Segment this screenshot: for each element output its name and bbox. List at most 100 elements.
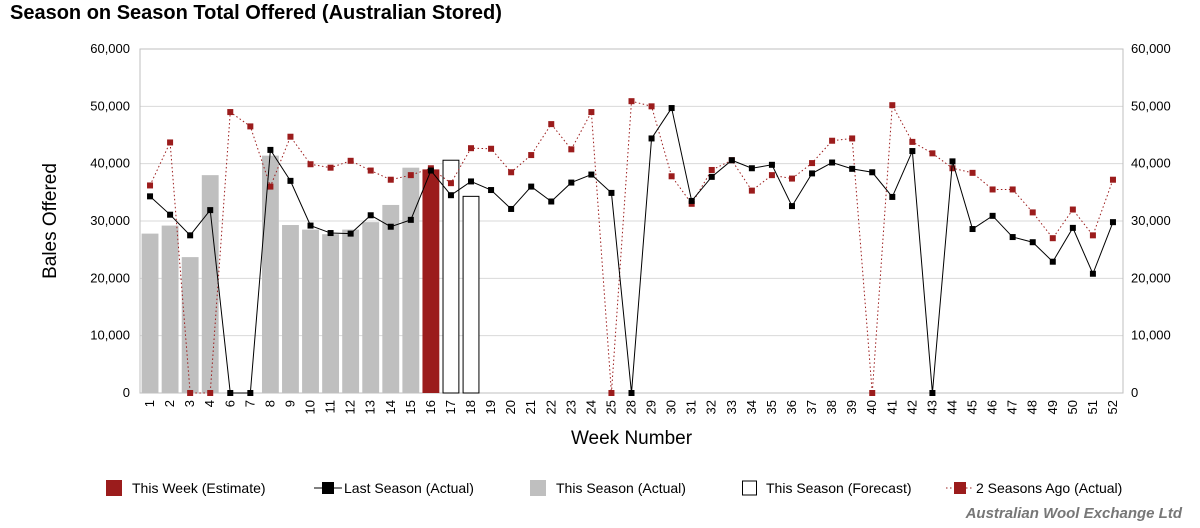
x-tick-label: 18 bbox=[463, 400, 478, 414]
point-last-season bbox=[648, 135, 655, 142]
y-tick-label-right: 20,000 bbox=[1131, 270, 1171, 285]
y-tick-label-left: 0 bbox=[123, 385, 130, 400]
point-two-seasons-ago bbox=[809, 160, 816, 167]
point-two-seasons-ago bbox=[949, 165, 956, 172]
x-tick-label: 36 bbox=[784, 400, 799, 414]
x-tick-label: 33 bbox=[724, 400, 739, 414]
point-last-season bbox=[989, 212, 996, 219]
legend-marker bbox=[322, 482, 334, 494]
bar-this-season bbox=[342, 229, 360, 393]
bar-this-season bbox=[322, 234, 340, 393]
point-two-seasons-ago bbox=[648, 103, 655, 110]
point-two-seasons-ago bbox=[187, 390, 194, 396]
point-two-seasons-ago bbox=[447, 180, 454, 187]
x-tick-label: 10 bbox=[303, 400, 318, 414]
bar-this-season bbox=[282, 225, 299, 393]
point-last-season bbox=[728, 157, 735, 164]
point-last-season bbox=[608, 189, 615, 196]
y-tick-label-left: 60,000 bbox=[90, 41, 130, 56]
point-two-seasons-ago bbox=[287, 133, 294, 140]
x-tick-label: 11 bbox=[323, 400, 338, 414]
x-tick-label: 37 bbox=[804, 400, 819, 414]
point-last-season bbox=[347, 230, 354, 237]
point-two-seasons-ago bbox=[468, 145, 475, 152]
point-two-seasons-ago bbox=[508, 169, 515, 176]
point-two-seasons-ago bbox=[909, 138, 916, 145]
point-last-season bbox=[287, 177, 294, 184]
legend-label: Last Season (Actual) bbox=[344, 480, 474, 496]
x-tick-label: 41 bbox=[884, 400, 899, 414]
point-two-seasons-ago bbox=[708, 166, 715, 173]
x-tick-label: 19 bbox=[483, 400, 498, 414]
point-last-season bbox=[468, 178, 475, 185]
point-two-seasons-ago bbox=[488, 145, 495, 152]
x-tick-label: 32 bbox=[704, 400, 719, 414]
bar-this-season bbox=[382, 204, 400, 393]
point-last-season bbox=[528, 183, 535, 190]
x-tick-label: 44 bbox=[944, 400, 959, 414]
x-tick-label: 20 bbox=[503, 400, 518, 414]
point-last-season bbox=[568, 179, 575, 186]
point-two-seasons-ago bbox=[1089, 232, 1096, 239]
point-last-season bbox=[969, 226, 976, 233]
point-last-season bbox=[427, 167, 434, 174]
y-tick-label-left: 40,000 bbox=[90, 156, 130, 171]
x-tick-label: 17 bbox=[443, 400, 458, 414]
bar-forecast bbox=[462, 195, 480, 394]
bar-this-season bbox=[261, 155, 279, 393]
x-tick-label: 52 bbox=[1105, 400, 1120, 414]
x-tick-label: 28 bbox=[624, 400, 639, 414]
x-tick-label: 4 bbox=[202, 400, 217, 407]
point-two-seasons-ago bbox=[829, 137, 836, 144]
x-tick-label: 38 bbox=[824, 400, 839, 414]
legend-swatch bbox=[742, 480, 757, 496]
x-tick-label: 42 bbox=[904, 400, 919, 414]
point-two-seasons-ago bbox=[748, 187, 755, 194]
y-tick-label-left: 30,000 bbox=[90, 213, 130, 228]
bar-forecast bbox=[442, 159, 460, 394]
point-two-seasons-ago bbox=[989, 186, 996, 193]
x-tick-label: 13 bbox=[363, 400, 378, 414]
point-two-seasons-ago bbox=[568, 146, 575, 153]
x-tick-label: 51 bbox=[1085, 400, 1100, 414]
point-two-seasons-ago bbox=[528, 152, 535, 159]
point-last-season bbox=[1009, 234, 1016, 241]
x-tick-label: 29 bbox=[644, 400, 659, 414]
x-tick-label: 35 bbox=[764, 400, 779, 414]
y-tick-label-right: 10,000 bbox=[1131, 328, 1171, 343]
point-last-season bbox=[1109, 219, 1116, 226]
point-last-season bbox=[488, 187, 495, 194]
point-last-season bbox=[407, 216, 414, 223]
point-two-seasons-ago bbox=[247, 123, 254, 130]
x-tick-label: 21 bbox=[523, 400, 538, 414]
point-two-seasons-ago bbox=[889, 102, 896, 109]
x-tick-label: 40 bbox=[864, 400, 879, 414]
x-axis-title: Week Number bbox=[571, 428, 693, 449]
point-two-seasons-ago bbox=[628, 98, 635, 105]
y-tick-label-left: 20,000 bbox=[90, 270, 130, 285]
x-tick-label: 2 bbox=[162, 400, 177, 407]
point-last-season bbox=[628, 390, 635, 396]
point-last-season bbox=[1049, 258, 1056, 265]
x-tick-label: 46 bbox=[985, 400, 1000, 414]
x-tick-label: 50 bbox=[1065, 400, 1080, 414]
x-tick-label: 30 bbox=[664, 400, 679, 414]
point-two-seasons-ago bbox=[407, 172, 414, 179]
point-two-seasons-ago bbox=[1069, 206, 1076, 213]
point-two-seasons-ago bbox=[608, 390, 615, 396]
point-last-season bbox=[869, 169, 876, 176]
y-tick-label-left: 50,000 bbox=[90, 98, 130, 113]
x-tick-label: 43 bbox=[924, 400, 939, 414]
point-two-seasons-ago bbox=[768, 172, 775, 179]
point-last-season bbox=[849, 165, 856, 172]
point-last-season bbox=[909, 148, 916, 155]
point-two-seasons-ago bbox=[207, 390, 214, 396]
point-last-season bbox=[447, 192, 454, 199]
point-two-seasons-ago bbox=[1029, 209, 1036, 216]
point-last-season bbox=[889, 193, 896, 200]
x-tick-label: 8 bbox=[262, 400, 277, 407]
point-two-seasons-ago bbox=[347, 157, 354, 164]
legend-swatch bbox=[106, 480, 122, 496]
point-two-seasons-ago bbox=[227, 109, 234, 116]
x-tick-label: 1 bbox=[142, 400, 157, 407]
